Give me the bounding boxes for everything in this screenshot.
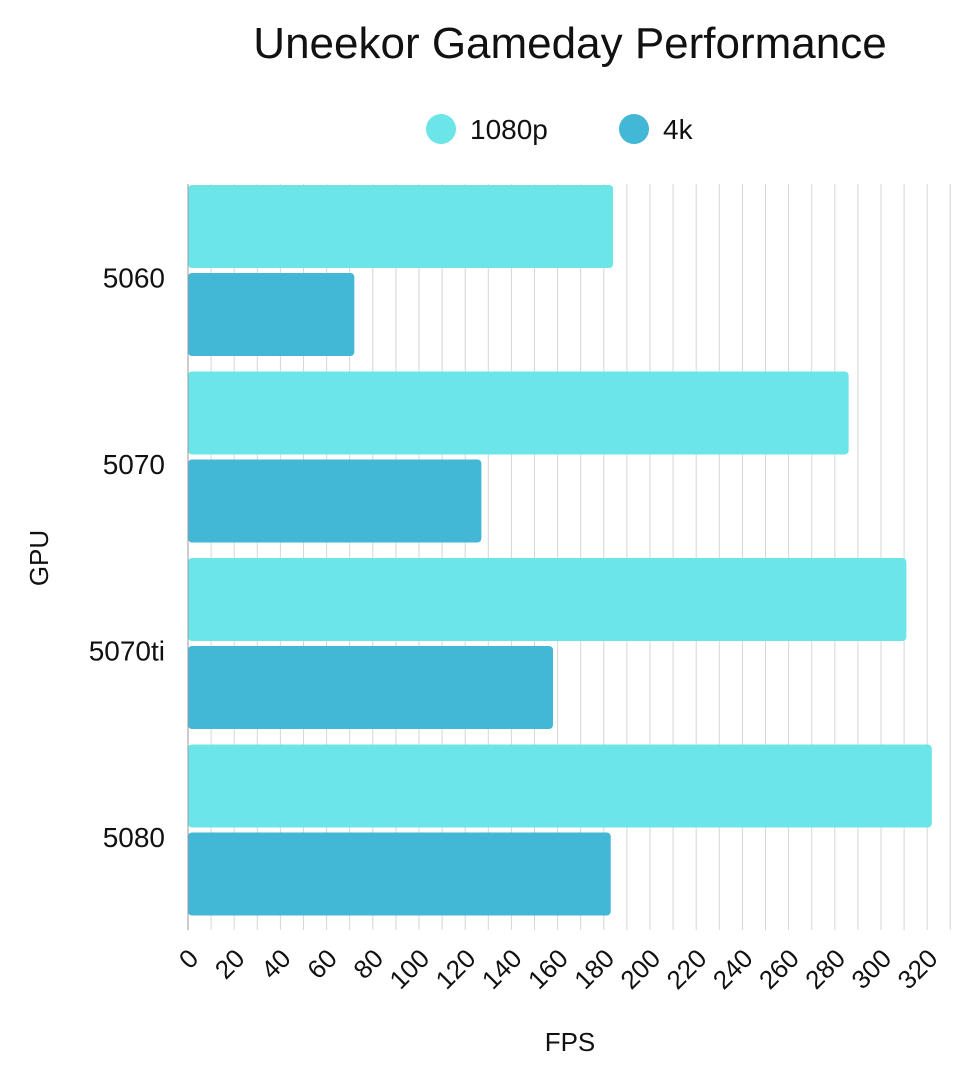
x-tick-label: 300 (845, 943, 897, 995)
legend-label-4k: 4k (663, 114, 694, 145)
bar-5080-4k (188, 832, 611, 916)
legend-swatch-1080p (426, 114, 456, 144)
y-tick-label: 5070ti (89, 635, 165, 666)
y-axis-title: GPU (24, 530, 54, 586)
bar-5070ti-4k (188, 646, 553, 729)
x-tick-label: 100 (383, 943, 435, 995)
x-tick-label: 60 (301, 943, 343, 985)
chart-title: Uneekor Gameday Performance (253, 19, 886, 68)
x-tick-label: 160 (522, 943, 574, 995)
x-tick-label: 80 (347, 943, 389, 985)
y-tick-label: 5080 (103, 822, 165, 853)
x-tick-label: 40 (255, 943, 297, 985)
legend-label-1080p: 1080p (470, 114, 548, 145)
legend: 1080p 4k (426, 114, 694, 145)
x-tick-label: 140 (476, 943, 528, 995)
y-axis-category-labels: 5060 5070 5070ti 5080 (89, 262, 165, 853)
bar-5070-4k (188, 459, 482, 543)
bar-5060-1080p (188, 185, 614, 268)
x-tick-label: 280 (799, 943, 851, 995)
legend-swatch-4k (619, 114, 649, 144)
bar-5060-4k (188, 273, 355, 356)
x-tick-label: 240 (707, 943, 759, 995)
x-tick-label: 180 (568, 943, 620, 995)
bar-5080-1080p (188, 744, 932, 828)
x-tick-label: 320 (892, 943, 944, 995)
x-tick-label: 220 (661, 943, 713, 995)
x-tick-label: 0 (173, 943, 204, 974)
x-tick-label: 120 (430, 943, 482, 995)
bar-5070ti-1080p (188, 558, 907, 641)
x-axis-tick-labels: 0 20 40 60 801001201401601802002202402602803… (173, 943, 944, 995)
bar-5070-1080p (188, 371, 849, 455)
bars (188, 185, 932, 916)
x-tick-label: 260 (753, 943, 805, 995)
y-tick-label: 5060 (103, 262, 165, 293)
x-tick-label: 20 (209, 943, 251, 985)
x-tick-label: 200 (614, 943, 666, 995)
x-axis-title: FPS (545, 1027, 596, 1057)
y-tick-label: 5070 (103, 449, 165, 480)
